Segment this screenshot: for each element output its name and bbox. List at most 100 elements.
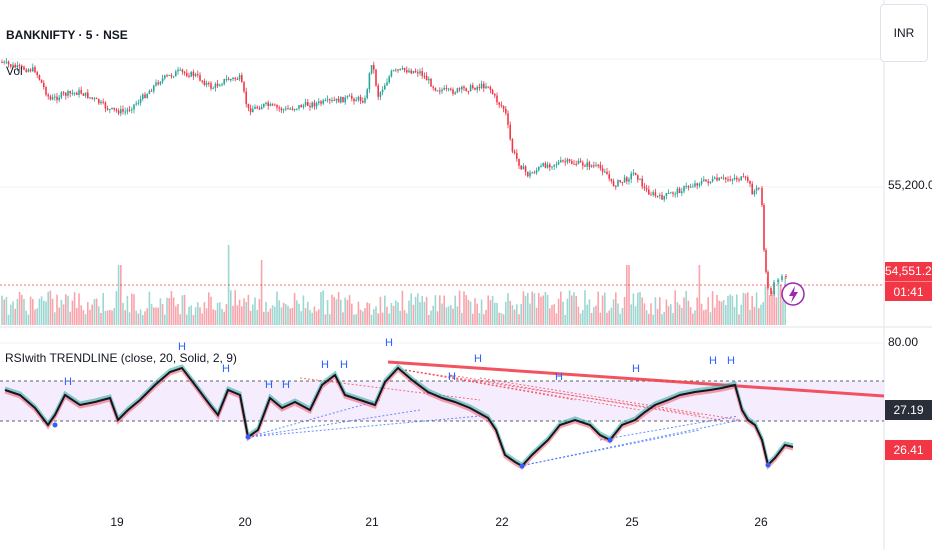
candle-body (73, 92, 76, 94)
candle-body (388, 76, 390, 83)
volume-bar (727, 295, 729, 325)
candle-body (38, 75, 41, 80)
candle-body (454, 92, 456, 94)
volume-bar (58, 307, 60, 325)
volume-bar (392, 305, 395, 325)
indicator-label[interactable]: RSIwith TRENDLINE (close, 20, Solid, 2, … (5, 351, 237, 365)
candle-body (36, 72, 38, 76)
candle-body (265, 102, 267, 104)
volume-bar (164, 314, 166, 325)
volume-bar (318, 309, 320, 325)
candle-body (100, 101, 102, 104)
candle-body (205, 82, 208, 85)
volume-bar (348, 295, 351, 325)
volume-bar (93, 299, 96, 325)
candle-body (586, 162, 588, 167)
volume-bar (27, 314, 30, 325)
volume-bar (395, 300, 397, 325)
volume-bar (298, 303, 300, 325)
rsi-trendline-dotted (449, 374, 721, 421)
volume-bar (566, 298, 569, 325)
pivot-high-marker: H (448, 371, 456, 383)
candle-body (661, 194, 663, 200)
countdown-tag: 01:41 (885, 281, 932, 301)
volume-bar (21, 294, 23, 325)
volume-bar (425, 296, 428, 325)
pivot-high-marker: H (340, 359, 348, 371)
volume-bar (172, 297, 175, 325)
candle-body (785, 276, 787, 277)
currency-button[interactable]: INR (880, 4, 928, 62)
candle-body (115, 109, 118, 111)
symbol-header[interactable]: BANKNIFTY · 5 · NSE (6, 28, 128, 42)
volume-bar (249, 310, 252, 325)
candle-body (722, 177, 725, 179)
candle-body (544, 163, 547, 168)
volume-bar (577, 306, 580, 325)
candle-body (716, 177, 718, 181)
volume-bar (511, 305, 514, 325)
volume-bar (115, 291, 118, 325)
candle-body (483, 83, 485, 89)
volume-bar (170, 291, 173, 325)
volume-bar (617, 303, 619, 325)
rsi-trendline-dotted (247, 409, 421, 438)
volume-bar (271, 305, 274, 325)
volume-bar (582, 310, 584, 325)
candle-body (225, 78, 228, 80)
volume-bar (707, 297, 709, 325)
candle-body (714, 177, 716, 179)
volume-bar (500, 313, 503, 325)
volume-bar (148, 291, 151, 325)
volume-bar (175, 306, 177, 325)
candle-body (617, 180, 619, 187)
volume-label[interactable]: Vol (6, 64, 23, 78)
x-tick-label: 20 (238, 515, 252, 529)
candle-body (648, 189, 650, 195)
volume-bar (716, 294, 718, 325)
candle-body (84, 92, 87, 96)
volume-bar (520, 303, 522, 325)
volume-bar (304, 308, 307, 325)
volume-bar (247, 294, 250, 325)
candle-body (736, 177, 738, 180)
volume-bar (641, 297, 643, 325)
candle-body (89, 97, 91, 99)
volume-bar (179, 314, 181, 325)
volume-bar (560, 291, 562, 325)
candle-body (599, 164, 602, 169)
candle-body (95, 98, 98, 100)
volume-bar (432, 305, 434, 325)
volume-bar (480, 299, 483, 325)
volume-bar (386, 306, 388, 325)
candle-body (725, 177, 727, 180)
candle-body (267, 102, 269, 106)
volume-bar (111, 310, 113, 325)
volume-bar (729, 294, 731, 325)
candle-body (575, 163, 577, 165)
candle-body (7, 61, 10, 65)
pivot-high-marker: H (727, 355, 735, 367)
candle-body (489, 86, 492, 90)
candle-body (258, 108, 261, 110)
volume-bar (659, 297, 661, 325)
candle-body (458, 88, 461, 90)
volume-bar (230, 290, 232, 325)
volume-bar (320, 291, 322, 325)
volume-bar (608, 310, 610, 325)
candle-body (368, 73, 371, 90)
volume-bar (467, 299, 470, 325)
candle-body (667, 193, 670, 195)
candle-body (551, 166, 553, 168)
volume-bar (606, 312, 608, 325)
candle-body (21, 65, 23, 67)
rsi-upper-label: 80.00 (888, 335, 919, 349)
volume-bar (183, 294, 186, 325)
candle-body (373, 64, 375, 70)
volume-bar (87, 302, 89, 325)
candle-body (529, 172, 531, 177)
candle-body (692, 186, 694, 188)
volume-bar (683, 297, 685, 325)
